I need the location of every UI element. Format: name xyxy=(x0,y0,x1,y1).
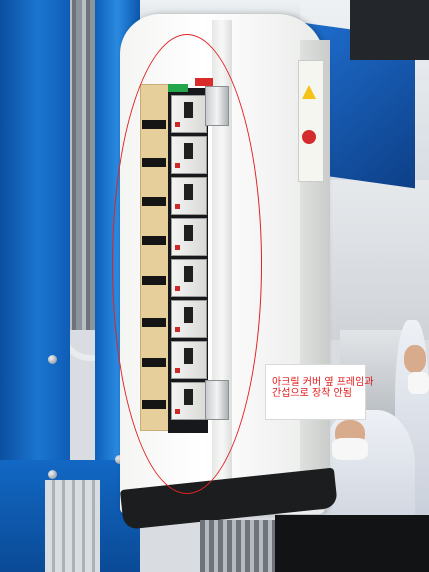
prohibition-icon xyxy=(302,130,316,144)
bolt xyxy=(115,455,124,464)
caption-line-1: 아크릴 커버 옆 프레임과 xyxy=(272,377,374,388)
threaded-rod xyxy=(200,520,280,572)
face-mask xyxy=(332,438,368,460)
annotation-caption: 아크릴 커버 옆 프레임과 간섭으로 장착 안됨 xyxy=(265,364,374,420)
caption-line-2: 간섭으로 장착 안됨 xyxy=(272,388,352,399)
lower-cable-bundle xyxy=(45,480,100,572)
worker-face xyxy=(404,345,426,373)
bolt xyxy=(48,470,57,479)
warning-sticker xyxy=(298,60,324,182)
face-mask xyxy=(408,372,429,394)
black-machine-part xyxy=(350,0,429,60)
black-enclosure xyxy=(275,515,429,572)
highlight-ellipse xyxy=(112,34,262,494)
bolt xyxy=(48,355,57,364)
